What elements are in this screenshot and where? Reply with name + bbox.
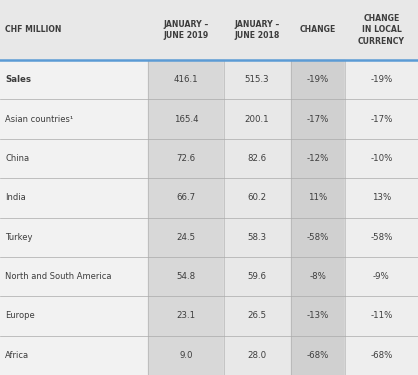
Text: -58%: -58% xyxy=(370,232,393,242)
Text: -58%: -58% xyxy=(306,232,329,242)
Bar xyxy=(291,336,345,375)
Bar xyxy=(224,178,291,218)
Bar xyxy=(345,99,418,139)
Text: 82.6: 82.6 xyxy=(247,154,267,163)
Text: 60.2: 60.2 xyxy=(247,194,267,202)
Text: JANUARY –
JUNE 2018: JANUARY – JUNE 2018 xyxy=(234,20,280,40)
Text: 26.5: 26.5 xyxy=(247,311,267,320)
Text: -19%: -19% xyxy=(306,75,329,84)
Bar xyxy=(345,336,418,375)
Text: China: China xyxy=(5,154,29,163)
Bar xyxy=(224,139,291,178)
Text: -19%: -19% xyxy=(370,75,393,84)
Text: 13%: 13% xyxy=(372,194,391,202)
Bar xyxy=(148,99,224,139)
Text: -17%: -17% xyxy=(370,115,393,124)
Bar xyxy=(345,217,418,257)
Text: -9%: -9% xyxy=(373,272,390,281)
Text: 24.5: 24.5 xyxy=(176,232,196,242)
Text: CHF MILLION: CHF MILLION xyxy=(5,26,61,34)
Text: 165.4: 165.4 xyxy=(174,115,198,124)
Text: -8%: -8% xyxy=(309,272,326,281)
Bar xyxy=(0,0,418,60)
Text: Asian countries¹: Asian countries¹ xyxy=(5,115,73,124)
Text: 11%: 11% xyxy=(308,194,327,202)
Bar xyxy=(224,296,291,336)
Bar xyxy=(291,60,345,99)
Bar xyxy=(148,60,224,99)
Text: 66.7: 66.7 xyxy=(176,194,196,202)
Bar xyxy=(345,296,418,336)
Text: North and South America: North and South America xyxy=(5,272,112,281)
Text: 23.1: 23.1 xyxy=(176,311,196,320)
Bar xyxy=(345,60,418,99)
Text: 416.1: 416.1 xyxy=(174,75,198,84)
Bar xyxy=(345,178,418,218)
Text: -11%: -11% xyxy=(370,311,393,320)
Text: 515.3: 515.3 xyxy=(245,75,269,84)
Bar xyxy=(224,336,291,375)
Text: JANUARY –
JUNE 2019: JANUARY – JUNE 2019 xyxy=(163,20,209,40)
Text: Europe: Europe xyxy=(5,311,35,320)
Bar xyxy=(291,178,345,218)
Text: 72.6: 72.6 xyxy=(176,154,196,163)
Text: CHANGE
IN LOCAL
CURRENCY: CHANGE IN LOCAL CURRENCY xyxy=(358,14,405,46)
Bar xyxy=(148,178,224,218)
Text: 58.3: 58.3 xyxy=(247,232,267,242)
Text: -68%: -68% xyxy=(370,351,393,360)
Bar xyxy=(148,139,224,178)
Text: 200.1: 200.1 xyxy=(245,115,269,124)
Bar xyxy=(291,99,345,139)
Bar xyxy=(224,99,291,139)
Text: 59.6: 59.6 xyxy=(247,272,267,281)
Bar xyxy=(148,257,224,296)
Bar xyxy=(291,139,345,178)
Text: 9.0: 9.0 xyxy=(179,351,193,360)
Bar xyxy=(224,217,291,257)
Bar xyxy=(148,217,224,257)
Text: Africa: Africa xyxy=(5,351,29,360)
Bar xyxy=(148,296,224,336)
Text: -12%: -12% xyxy=(306,154,329,163)
Bar xyxy=(345,257,418,296)
Text: 54.8: 54.8 xyxy=(176,272,196,281)
Bar xyxy=(291,296,345,336)
Bar xyxy=(291,217,345,257)
Text: Turkey: Turkey xyxy=(5,232,33,242)
Text: -17%: -17% xyxy=(306,115,329,124)
Text: India: India xyxy=(5,194,26,202)
Bar xyxy=(291,257,345,296)
Bar xyxy=(224,60,291,99)
Text: CHANGE: CHANGE xyxy=(300,26,336,34)
Bar xyxy=(345,139,418,178)
Bar xyxy=(224,257,291,296)
Text: -10%: -10% xyxy=(370,154,393,163)
Bar xyxy=(148,336,224,375)
Text: -68%: -68% xyxy=(306,351,329,360)
Text: -13%: -13% xyxy=(306,311,329,320)
Text: Sales: Sales xyxy=(5,75,31,84)
Text: 28.0: 28.0 xyxy=(247,351,267,360)
